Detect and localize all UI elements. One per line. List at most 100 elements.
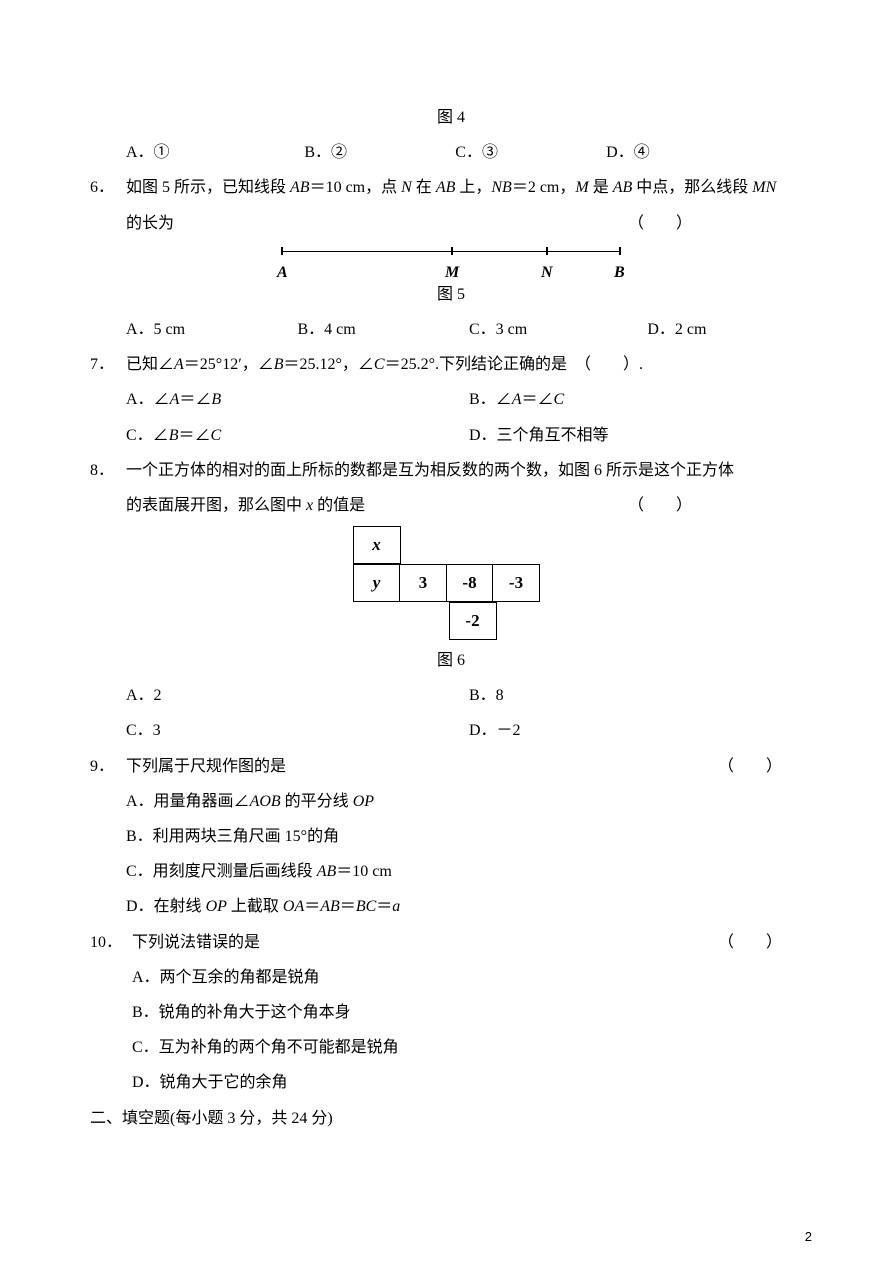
fig6-cell-n3: -3 <box>492 564 540 602</box>
q7-opt-d: D．三个角互不相等 <box>469 418 812 453</box>
q5-options: A．① B．② C．③ D．④ <box>90 135 812 170</box>
q9-bracket: （ ） <box>718 749 812 784</box>
q6-options: A．5 cm B．4 cm C．3 cm D．2 cm <box>90 312 812 347</box>
q8-opt-c: C．3 <box>126 713 469 748</box>
q6-opt-c: C．3 cm <box>469 312 647 347</box>
fig5-label-m: M <box>445 255 459 290</box>
t: ＝ <box>376 898 392 915</box>
q8-line1: 8． 一个正方体的相对的面上所标的数都是互为相反数的两个数，如图 6 所示是这个… <box>90 453 812 488</box>
fig6-empty <box>402 603 450 641</box>
q8-num: 8． <box>90 453 126 488</box>
t: 的值是 <box>313 497 365 514</box>
fig5-label-b: B <box>614 255 625 290</box>
t: N <box>401 179 412 196</box>
fig6-cell-x: x <box>353 526 401 564</box>
t: ＝2 cm， <box>512 179 576 196</box>
q10-text: 下列说法错误的是 <box>132 925 718 960</box>
t: AB <box>320 898 340 915</box>
q8-opt-b: B．8 <box>469 678 812 713</box>
t: 在 <box>412 179 436 196</box>
t: ＝ <box>340 898 356 915</box>
q9-opt-a: A．用量角器画∠AOB 的平分线 OP <box>90 784 812 819</box>
q7-opts-row1: A．∠A＝∠B B．∠A＝∠C <box>90 382 812 417</box>
t: C．用刻度尺测量后画线段 <box>126 863 317 880</box>
fig5-tick-m <box>451 247 453 255</box>
q7-line: 7． 已知∠A＝25°12′，∠B＝25.12°，∠C＝25.2°.下列结论正确… <box>90 347 812 382</box>
t: ＝25.12°，∠ <box>283 356 373 373</box>
section2-heading: 二、填空题(每小题 3 分，共 24 分) <box>90 1101 812 1136</box>
t: M <box>575 179 588 196</box>
q6-num: 6． <box>90 170 126 205</box>
t: 上， <box>455 179 491 196</box>
fig5-label-n: N <box>541 255 553 290</box>
t: A．∠ <box>126 391 170 408</box>
fig5-diagram: A M N B <box>281 247 621 277</box>
fig6-caption: 图 6 <box>90 643 812 678</box>
q5-opt-d: D．④ <box>606 135 757 170</box>
t: C <box>553 391 564 408</box>
q10-opt-d: D．锐角大于它的余角 <box>90 1065 812 1100</box>
q6-line1: 6． 如图 5 所示，已知线段 AB＝10 cm，点 N 在 AB 上，NB＝2… <box>90 170 812 205</box>
q10-bracket: （ ） <box>718 925 812 960</box>
fig6-cell-y: y <box>353 564 401 602</box>
t: OP <box>353 793 374 810</box>
t: ＝10 cm，点 <box>310 179 402 196</box>
t: AB <box>436 179 456 196</box>
t: A．用量角器画∠ <box>126 793 250 810</box>
t: B <box>211 391 221 408</box>
t: NB <box>491 179 511 196</box>
q9-num: 9． <box>90 749 126 784</box>
q5-opt-c: C．③ <box>455 135 606 170</box>
q9-opt-d: D．在射线 OP 上截取 OA＝AB＝BC＝a <box>90 889 812 924</box>
fig5-tick-b <box>619 247 621 255</box>
t: B <box>169 427 179 444</box>
t: C．∠ <box>126 427 169 444</box>
q6-text: 如图 5 所示，已知线段 AB＝10 cm，点 N 在 AB 上，NB＝2 cm… <box>126 170 812 205</box>
t: ＝10 cm <box>336 863 392 880</box>
q8-opt-d: D．－2 <box>469 713 812 748</box>
q6-line2-text: 的长为 <box>126 206 174 241</box>
t: AB <box>290 179 310 196</box>
t: A <box>170 391 180 408</box>
q8-text1: 一个正方体的相对的面上所标的数都是互为相反数的两个数，如图 6 所示是这个正方体 <box>126 453 812 488</box>
t: 已知∠ <box>126 356 174 373</box>
t: 上截取 <box>227 898 283 915</box>
fig6-cell-3: 3 <box>399 564 447 602</box>
t: A <box>512 391 522 408</box>
t: a <box>392 898 400 915</box>
q6-opt-d: D．2 cm <box>647 312 812 347</box>
fig4-caption: 图 4 <box>90 100 812 135</box>
t: 的平分线 <box>281 793 353 810</box>
fig5-label-a: A <box>277 255 288 290</box>
q7-opt-c: C．∠B＝∠C <box>126 418 469 453</box>
q10-line: 10． 下列说法错误的是 （ ） <box>90 925 812 960</box>
fig6-diagram: x y 3 -8 -3 -2 <box>354 527 548 641</box>
fig6-cell-n2: -2 <box>449 602 497 640</box>
t: 的表面展开图，那么图中 x 的值是 <box>126 488 365 523</box>
q10-opt-b: B．锐角的补角大于这个角本身 <box>90 995 812 1030</box>
q6-opt-a: A．5 cm <box>126 312 298 347</box>
q10-num: 10． <box>90 925 132 960</box>
q7-opt-a: A．∠A＝∠B <box>126 382 469 417</box>
fig5-tick-a <box>281 247 283 255</box>
q9-text: 下列属于尺规作图的是 <box>126 749 718 784</box>
t: AOB <box>250 793 281 810</box>
q9-opt-c: C．用刻度尺测量后画线段 AB＝10 cm <box>90 854 812 889</box>
q5-opt-b: B．② <box>304 135 455 170</box>
q7-text: 已知∠A＝25°12′，∠B＝25.12°，∠C＝25.2°.下列结论正确的是 … <box>126 347 812 382</box>
t: D．在射线 <box>126 898 206 915</box>
q10-opt-c: C．互为补角的两个角不可能都是锐角 <box>90 1030 812 1065</box>
q9-opt-b: B．利用两块三角尺画 15°的角 <box>90 819 812 854</box>
q10-opt-a: A．两个互余的角都是锐角 <box>90 960 812 995</box>
t: C <box>374 356 385 373</box>
t: ＝∠ <box>178 427 210 444</box>
q8-opt-a: A．2 <box>126 678 469 713</box>
q8-opts-row2: C．3 D．－2 <box>90 713 812 748</box>
q9-line: 9． 下列属于尺规作图的是 （ ） <box>90 749 812 784</box>
t: B．∠ <box>469 391 512 408</box>
t: C <box>210 427 221 444</box>
t: MN <box>752 179 776 196</box>
q8-line2: 的表面展开图，那么图中 x 的值是 （ ） <box>90 488 812 523</box>
t: ＝ <box>304 898 320 915</box>
t: ＝25°12′，∠ <box>184 356 274 373</box>
